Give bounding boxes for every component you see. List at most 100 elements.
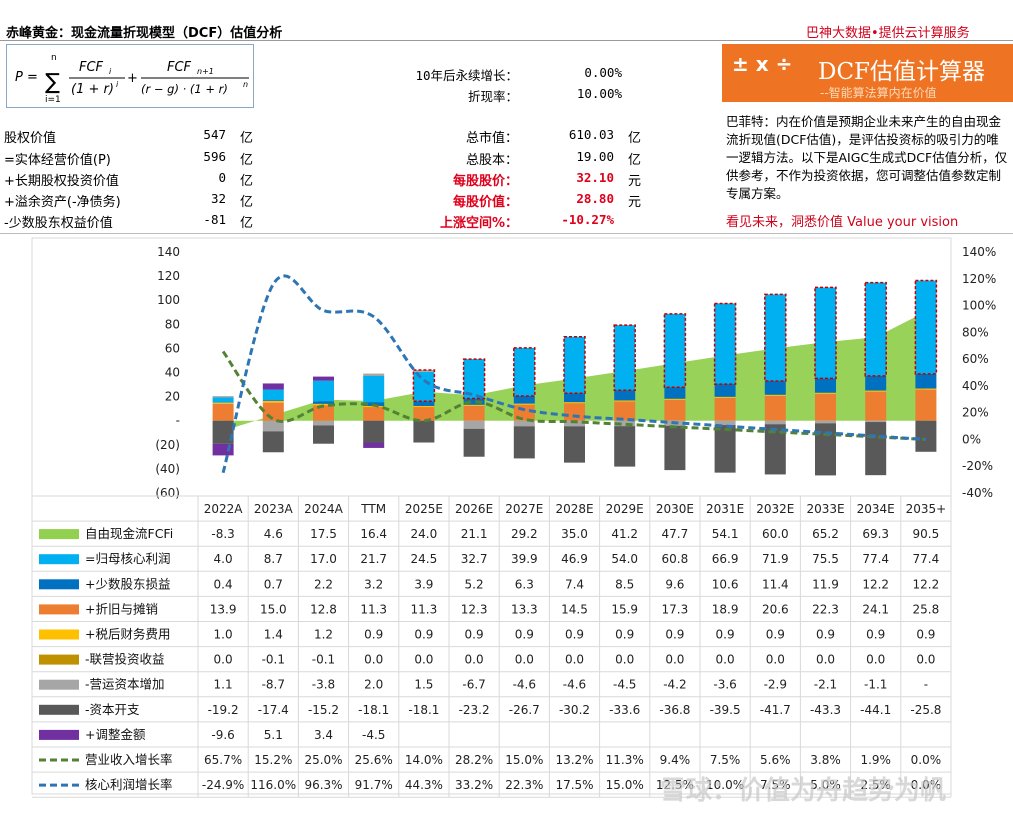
data-label: 7.4 — [565, 577, 584, 591]
market-label: 总市值： — [465, 131, 518, 146]
value-unit: 亿 — [240, 216, 254, 231]
bar-working_capital — [564, 420, 585, 427]
term1-num: FCF — [79, 60, 104, 75]
bar-depreciation — [764, 395, 786, 421]
data-label: 7.5% — [760, 778, 791, 792]
legend-label: -联营投资收益 — [85, 652, 165, 667]
legend-swatch-fcf — [39, 529, 79, 540]
data-label: 12.2 — [862, 577, 889, 591]
bar-depreciation — [714, 397, 736, 421]
term2-den: (r − g) · (1 + r) — [141, 82, 228, 96]
data-label: 15.2% — [254, 753, 292, 767]
chart-svg: 140 120 100 80 60 40 20 - (20) (40) (60) 140% 120% 10… — [31, 237, 996, 798]
x-category-label: 2023A — [254, 502, 294, 516]
discount-value[interactable]: 10.00% — [576, 86, 622, 101]
data-label: -39.5 — [710, 703, 741, 717]
y-tick-left: 140 — [157, 245, 180, 259]
data-label: 4.0 — [214, 552, 233, 566]
data-label: 65.7% — [204, 753, 242, 767]
bar-depreciation — [915, 389, 937, 421]
banner-subtitle: --智能算法算内在价值 — [820, 86, 937, 100]
data-label: 116.0% — [250, 778, 296, 792]
brand-text: 巴神大数据•提供云计算服务 — [806, 26, 970, 41]
data-label: 1.0 — [214, 628, 233, 642]
data-label: 1.9% — [860, 753, 891, 767]
data-label: 0.0 — [816, 653, 835, 667]
bar-working_capital — [313, 420, 334, 426]
value-amount: 596 — [203, 149, 226, 164]
data-label: 15.9 — [611, 602, 638, 616]
legend-label: -营运资本增加 — [85, 677, 165, 692]
y-tick-right: 120% — [962, 272, 996, 286]
bar-interest — [513, 403, 535, 405]
bar-net_profit — [865, 282, 887, 376]
data-label: 3.2 — [364, 577, 383, 591]
data-label: -36.8 — [659, 703, 690, 717]
data-label: 8.7 — [264, 552, 283, 566]
data-label: 15.0% — [505, 753, 543, 767]
bar-depreciation — [313, 405, 334, 421]
bar-depreciation — [614, 401, 636, 421]
term1-den: (1 + r) — [71, 82, 114, 97]
y-tick-left: 40 — [165, 366, 180, 380]
x-category-label: 2028E — [555, 502, 593, 516]
data-label: 3.4 — [314, 728, 333, 742]
bar-capex — [815, 423, 836, 476]
data-label: 4.6 — [264, 527, 283, 541]
y-tick-right: 140% — [962, 245, 996, 259]
data-label: 13.3 — [511, 602, 538, 616]
dcf-calculator-banner[interactable]: ± x ÷ DCF估值计算器 --智能算法算内在价值 — [722, 44, 1013, 102]
bar-minority — [915, 373, 937, 389]
data-label: 0.9 — [665, 628, 684, 642]
data-label: -30.2 — [559, 703, 590, 717]
data-label: -0.1 — [262, 653, 285, 667]
data-label: -0.1 — [312, 653, 335, 667]
bar-minority — [815, 378, 836, 393]
bar-adjust — [363, 442, 385, 448]
data-label: -25.8 — [910, 703, 941, 717]
data-label: -9.6 — [211, 728, 234, 742]
data-label: -17.4 — [258, 703, 289, 717]
bar-interest — [815, 392, 836, 394]
data-label: 54.0 — [611, 552, 638, 566]
value-amount: -81 — [203, 212, 226, 227]
y-tick-right: 100% — [962, 299, 996, 313]
buffett-quote: 巴菲特：内在价值是预期企业未来产生的自由现金流折现值(DCF估值)，是评估投资标… — [726, 114, 1008, 201]
bar-net_profit — [513, 347, 535, 396]
data-label: 0.0 — [916, 653, 935, 667]
bar-depreciation — [815, 393, 836, 421]
growth-value[interactable]: 0.00% — [584, 65, 622, 80]
bar-net_profit — [764, 294, 786, 382]
data-label: 1.1 — [214, 678, 233, 692]
bar-net_profit — [815, 287, 836, 379]
forecast-profit-outline — [713, 302, 737, 385]
bar-interest — [865, 390, 887, 392]
data-label: 21.7 — [360, 552, 387, 566]
data-label: 9.4% — [660, 753, 691, 767]
data-label: 0.9 — [364, 628, 383, 642]
term2-den-sup: n — [243, 80, 248, 89]
bar-capex — [764, 424, 786, 475]
bar-depreciation — [564, 403, 585, 421]
legend-label: =归母核心利润 — [85, 551, 170, 566]
data-label: 41.2 — [611, 527, 638, 541]
calculator-icon: ± x ÷ — [732, 52, 793, 76]
plus-sign: + — [127, 71, 138, 86]
data-label: -3.8 — [312, 678, 335, 692]
data-label: 5.6% — [760, 753, 791, 767]
line-revenue_growth — [221, 350, 926, 441]
data-label: -41.7 — [760, 703, 791, 717]
formula-svg: P = n ∑ i=1 FCF i (1 + r) i + FCF n+1 (r… — [15, 53, 249, 105]
bar-adjust — [313, 376, 334, 381]
data-label: -4.5 — [362, 728, 385, 742]
data-label: -43.3 — [810, 703, 841, 717]
bar-interest — [463, 404, 485, 406]
market-unit: 元 — [628, 195, 642, 210]
data-label: 35.0 — [561, 527, 588, 541]
data-label: -4.2 — [663, 678, 686, 692]
data-label: 65.2 — [812, 527, 839, 541]
value-unit: 亿 — [240, 195, 254, 210]
value-label: -少数股东权益价值 — [4, 216, 113, 231]
y-tick-right: 20% — [962, 406, 989, 420]
bar-net_profit — [564, 336, 585, 394]
